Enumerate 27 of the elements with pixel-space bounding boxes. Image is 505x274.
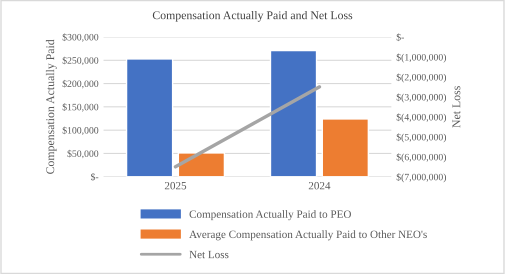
y2-tick-label: $(2,000,000) [396,73,446,83]
bar [178,152,226,177]
y-tick-label: $100,000 [62,126,98,136]
y2-tick-label: $(7,000,000) [396,173,446,182]
y-axis-title: Compensation Actually Paid [46,39,57,174]
legend-label: Net Loss [189,250,228,258]
y-tick-label: $50,000 [67,150,98,158]
y2-tick-label: $(5,000,000) [396,133,446,142]
bar [322,118,370,177]
y2-axis-title: Net Loss [452,86,460,128]
y2-tick-label: $- [396,33,404,42]
x-tick-label: 2024 [308,182,330,190]
y2-tick-label: $(1,000,000) [396,53,446,63]
legend-label: Average Compensation Actually Paid to Other NEO's [189,230,427,240]
y2-tick-label: $(6,000,000) [396,153,446,162]
y2-tick-label: $(3,000,000) [396,93,446,102]
y-tick-label: $300,000 [62,33,98,42]
chart-title: Compensation Actually Paid and Net Loss [152,10,352,22]
y-tick-label: $250,000 [62,56,98,66]
y-tick-label: $- [90,173,98,181]
bar [270,50,318,177]
y-tick-label: $150,000 [62,103,98,112]
y-tick-label: $200,000 [62,80,98,88]
bar [126,58,174,177]
legend-label: Compensation Actually Paid to PEO [190,210,351,220]
y2-tick-label: $(4,000,000) [396,113,446,122]
x-tick-label: 2025 [164,182,186,190]
